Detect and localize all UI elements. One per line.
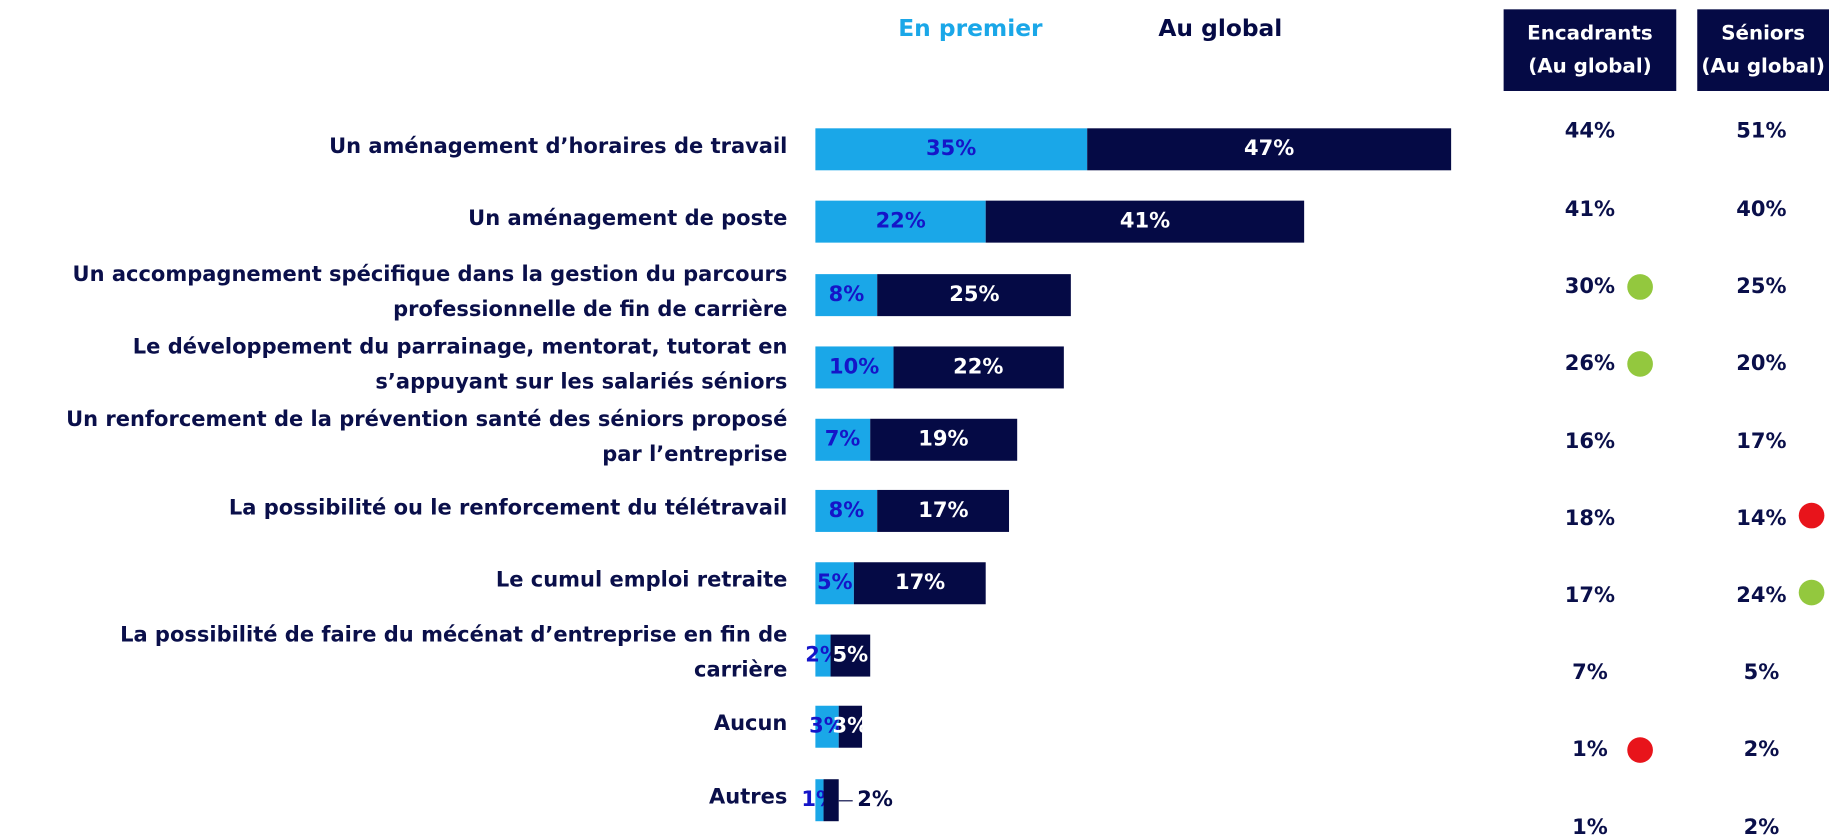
bar-segment [892, 346, 1064, 389]
table-value: 2% [1743, 737, 1780, 762]
legend-au-global: Au global [1158, 13, 1283, 42]
header-line: Séniors [1721, 22, 1806, 46]
bar-segment [830, 634, 870, 677]
category-line: carrière [694, 657, 788, 683]
value-label: 5% [816, 570, 853, 595]
value-label: 17% [894, 570, 946, 595]
leader-line [838, 800, 853, 802]
value-label: 8% [828, 498, 865, 523]
bar-segment [1086, 128, 1452, 171]
table-value: 40% [1736, 197, 1787, 222]
indicator-dot [1627, 351, 1653, 377]
value-label: 17% [918, 498, 969, 523]
table-value: 2% [1743, 815, 1780, 837]
table-value: 20% [1736, 351, 1787, 376]
category-line: La possibilité de faire du mécénat d’ent… [120, 622, 788, 648]
category-line: Aucun [713, 711, 788, 737]
indicator-dot [1627, 737, 1653, 763]
value-label: 47% [1244, 136, 1295, 161]
table-value: 16% [1564, 429, 1616, 454]
value-label: 25% [949, 282, 1000, 307]
category-line: Le cumul emploi retraite [495, 568, 788, 593]
category-line: Un aménagement de poste [468, 206, 788, 231]
header-line: (Au global) [1701, 54, 1825, 79]
bar-segment [877, 274, 1072, 317]
category-label: Un accompagnement spécifique dans la ges… [0, 258, 788, 328]
bar-segment [815, 418, 870, 461]
table-value: 1% [1572, 737, 1608, 762]
bar-segment [815, 489, 878, 532]
table-value: 26% [1564, 351, 1616, 376]
category-label: Aucun [0, 707, 788, 742]
category-label: La possibilité de faire du mécénat d’ent… [0, 618, 787, 688]
bar-segment [877, 489, 1010, 532]
category-label: Un aménagement d’horaires de travail [0, 129, 787, 164]
bar-segment [838, 705, 862, 748]
header-seniors: Séniors (Au global) [1697, 9, 1829, 91]
table-value: 14% [1736, 506, 1787, 531]
category-label: Autres [0, 780, 787, 815]
indicator-dot [1798, 502, 1825, 529]
table-value: 5% [1743, 660, 1780, 685]
bar-segment [986, 200, 1305, 243]
category-label: Le cumul emploi retraite [0, 563, 788, 598]
category-line: par l’entreprise [602, 442, 788, 467]
category-line: Un renforcement de la prévention santé d… [66, 407, 788, 432]
table-value: 24% [1736, 583, 1787, 608]
value-label: 5% [832, 642, 869, 668]
category-label: Un renforcement de la prévention santé d… [0, 402, 787, 472]
table-value: 1% [1572, 815, 1608, 837]
bar-segment [815, 200, 987, 243]
table-value: 25% [1736, 274, 1787, 299]
bar-segment [854, 562, 987, 605]
category-line: La possibilité ou le renforcement du tél… [228, 495, 788, 521]
header-encadrants: Encadrants (Au global) [1503, 9, 1677, 91]
table-value: 41% [1564, 197, 1616, 222]
table-value: 17% [1564, 583, 1616, 608]
value-label: 22% [875, 208, 926, 234]
bar-segment [815, 128, 1087, 171]
bar-segment [869, 418, 1018, 461]
table-value: 30% [1564, 274, 1616, 299]
bar-segment [815, 274, 878, 317]
value-label: 10% [829, 354, 880, 380]
bar-segment [815, 634, 831, 677]
table-value: 17% [1736, 429, 1787, 454]
indicator-dot [1798, 579, 1825, 606]
category-label: Un aménagement de poste [0, 202, 787, 237]
category-line: Un accompagnement spécifique dans la ges… [72, 262, 788, 287]
value-label: 35% [926, 136, 977, 161]
value-label: 3% [832, 713, 869, 739]
header-line: (Au global) [1528, 54, 1652, 79]
bar-segment [823, 779, 839, 822]
bar-segment [815, 779, 824, 822]
value-label: 7% [824, 426, 861, 452]
legend-en-premier: En premier [898, 13, 1043, 42]
header-line: Encadrants [1527, 22, 1653, 46]
bar-segment [815, 562, 855, 605]
value-label: 22% [953, 354, 1004, 380]
table-value: 51% [1736, 118, 1787, 144]
value-label: 8% [828, 282, 865, 307]
category-label: Le développement du parrainage, mentorat… [0, 330, 788, 400]
table-value: 44% [1564, 118, 1616, 144]
category-label: La possibilité ou le renforcement du tél… [0, 491, 788, 526]
category-line: Le développement du parrainage, mentorat… [132, 334, 788, 360]
category-line: Autres [709, 785, 788, 810]
bar-segment [815, 705, 839, 748]
value-label: 2% [857, 787, 893, 812]
bar-segment [815, 346, 893, 389]
value-label: 19% [918, 426, 969, 452]
category-line: s’appuyant sur les salariés séniors [375, 369, 788, 395]
table-value: 18% [1564, 506, 1616, 531]
value-label: 41% [1119, 208, 1171, 234]
indicator-dot [1627, 274, 1653, 300]
category-line: Un aménagement d’horaires de travail [329, 134, 788, 159]
table-value: 7% [1572, 660, 1608, 685]
category-line: professionnelle de fin de carrière [393, 297, 788, 322]
